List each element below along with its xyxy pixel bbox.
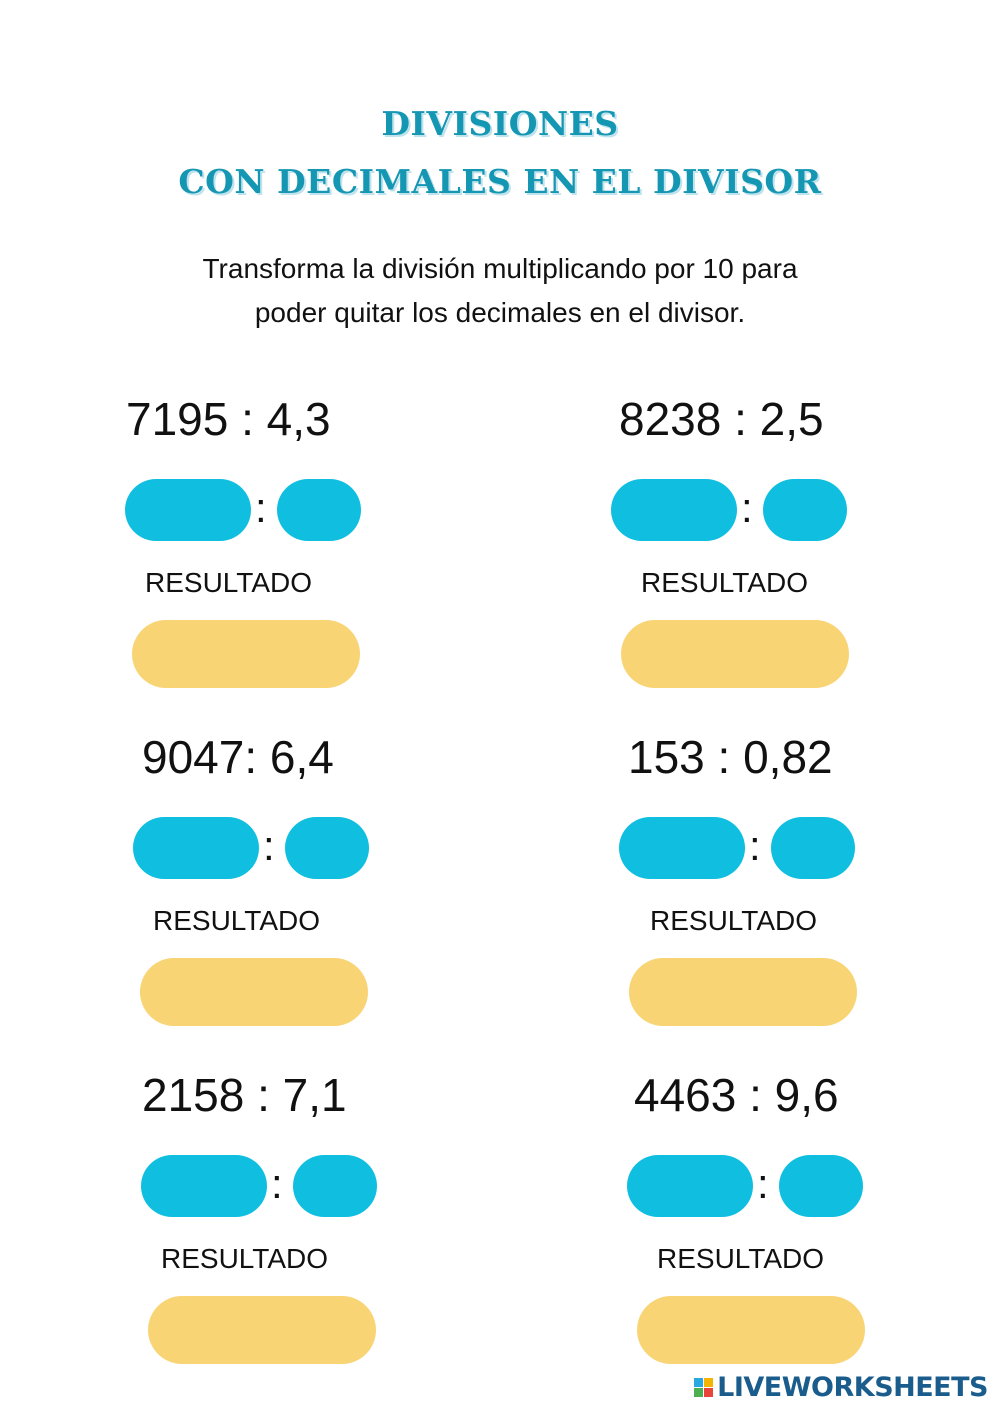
division-colon: : bbox=[271, 1160, 283, 1207]
result-label: RESULTADO bbox=[145, 567, 312, 598]
division-colon: : bbox=[741, 484, 753, 531]
instructions-line-1: Transforma la división multiplicando por… bbox=[202, 253, 798, 284]
liveworksheets-logo-icon bbox=[694, 1377, 714, 1397]
division-colon: : bbox=[749, 822, 761, 869]
dividend-input[interactable] bbox=[133, 817, 259, 879]
division-colon: : bbox=[255, 484, 267, 531]
division-expression: 2158 : 7,1 bbox=[142, 1069, 347, 1121]
division-expression: 8238 : 2,5 bbox=[619, 393, 824, 445]
dividend-input[interactable] bbox=[611, 479, 737, 541]
divisor-input[interactable] bbox=[285, 817, 369, 879]
result-input[interactable] bbox=[621, 620, 849, 688]
division-colon: : bbox=[263, 822, 275, 869]
divisor-input[interactable] bbox=[277, 479, 361, 541]
result-input[interactable] bbox=[629, 958, 857, 1026]
title-line-1: DIVISIONES bbox=[381, 104, 619, 143]
dividend-input[interactable] bbox=[619, 817, 745, 879]
result-input[interactable] bbox=[637, 1296, 865, 1364]
divisor-input[interactable] bbox=[779, 1155, 863, 1217]
result-label: RESULTADO bbox=[153, 905, 320, 936]
division-colon: : bbox=[757, 1160, 769, 1207]
dividend-input[interactable] bbox=[141, 1155, 267, 1217]
result-label: RESULTADO bbox=[657, 1243, 824, 1274]
instructions-line-2: poder quitar los decimales en el divisor… bbox=[254, 297, 746, 328]
divisor-input[interactable] bbox=[771, 817, 855, 879]
division-expression: 153 : 0,82 bbox=[628, 731, 833, 783]
footer-brand: LIVEWORKSHEETS bbox=[694, 1371, 988, 1403]
result-label: RESULTADO bbox=[650, 905, 817, 936]
divisor-input[interactable] bbox=[763, 479, 847, 541]
result-input[interactable] bbox=[132, 620, 360, 688]
brand-name: LIVEWORKSHEETS bbox=[717, 1371, 988, 1403]
dividend-input[interactable] bbox=[125, 479, 251, 541]
result-input[interactable] bbox=[140, 958, 368, 1026]
instructions: Transforma la división multiplicando por… bbox=[100, 247, 900, 335]
result-label: RESULTADO bbox=[161, 1243, 328, 1274]
result-input[interactable] bbox=[148, 1296, 376, 1364]
division-expression: 4463 : 9,6 bbox=[634, 1069, 839, 1121]
division-expression: 7195 : 4,3 bbox=[126, 393, 331, 445]
division-expression: 9047: 6,4 bbox=[142, 731, 334, 783]
divisor-input[interactable] bbox=[293, 1155, 377, 1217]
dividend-input[interactable] bbox=[627, 1155, 753, 1217]
result-label: RESULTADO bbox=[641, 567, 808, 598]
title-line-2: CON DECIMALES EN EL DIVISOR bbox=[178, 162, 822, 201]
